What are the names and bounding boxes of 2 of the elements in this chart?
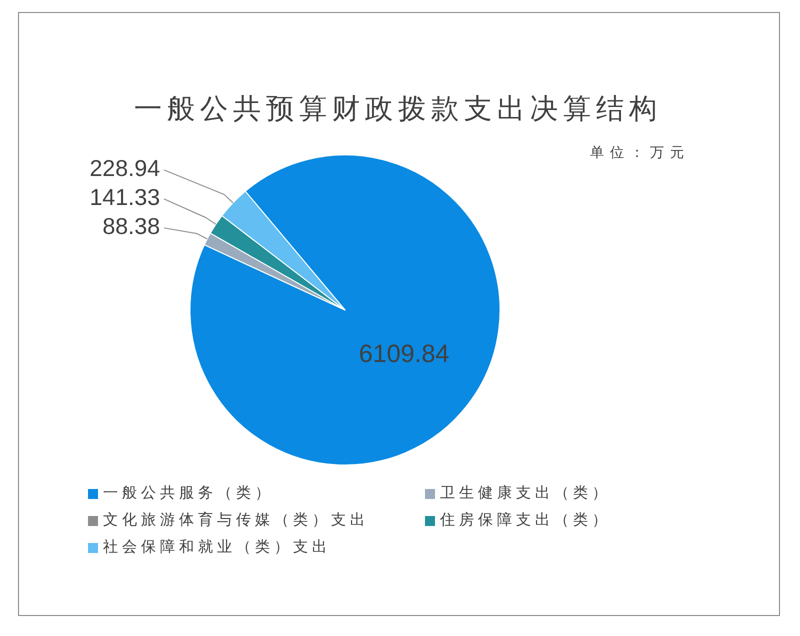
annotation: 单位：万元 (590, 146, 690, 161)
title: 一般公共预算财政拨款支出决算结构 (134, 94, 662, 125)
